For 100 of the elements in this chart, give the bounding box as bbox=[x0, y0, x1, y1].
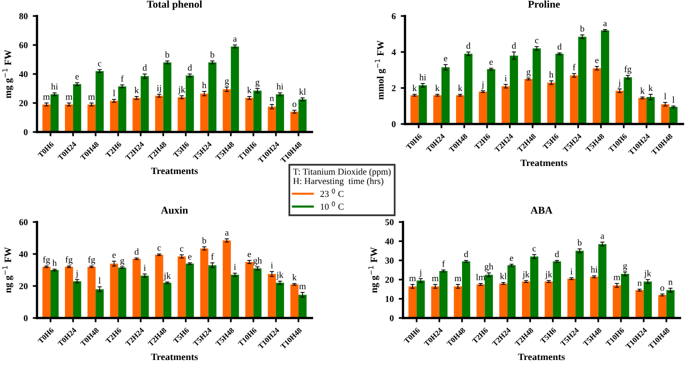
data-label: c bbox=[98, 62, 102, 66]
bar bbox=[612, 285, 621, 318]
data-label: m bbox=[43, 95, 50, 100]
data-label: k bbox=[435, 84, 440, 91]
bar bbox=[576, 250, 584, 318]
data-label: c bbox=[158, 246, 161, 251]
bar bbox=[163, 282, 172, 318]
bar bbox=[624, 77, 632, 124]
data-label: h bbox=[202, 82, 206, 88]
data-label: f bbox=[572, 64, 576, 70]
data-label: b bbox=[202, 237, 206, 244]
data-label: e bbox=[75, 75, 79, 80]
data-label: m bbox=[88, 95, 95, 100]
bar bbox=[298, 294, 307, 318]
data-label: m bbox=[409, 276, 416, 282]
data-label: g bbox=[526, 70, 531, 77]
bar bbox=[530, 256, 538, 318]
y-axis-title: ng g$^{−1}$ FW bbox=[2, 247, 14, 293]
data-label: n bbox=[668, 280, 673, 285]
chart-title: ABA bbox=[530, 206, 552, 214]
y-tick-label: 60 bbox=[19, 219, 28, 226]
y-tick-label: 0 bbox=[24, 129, 28, 136]
data-label: kl bbox=[299, 88, 306, 95]
data-label: g bbox=[623, 264, 628, 271]
y-tick-label: 40 bbox=[19, 71, 28, 78]
data-label: f bbox=[442, 260, 445, 267]
bar bbox=[268, 274, 276, 318]
bar bbox=[253, 268, 262, 318]
y-tick-label: 20 bbox=[385, 276, 394, 283]
data-label: gh bbox=[253, 257, 262, 266]
bar bbox=[186, 264, 194, 318]
bar bbox=[592, 68, 601, 124]
bar bbox=[547, 82, 556, 124]
y-tick-label: 60 bbox=[19, 42, 28, 48]
bar bbox=[276, 282, 284, 318]
data-label: fg bbox=[88, 256, 96, 265]
y-axis-title: mg g$^{−1}$ FW bbox=[2, 50, 14, 98]
data-label: e bbox=[510, 256, 514, 262]
bar bbox=[268, 106, 276, 132]
data-label: jk bbox=[522, 270, 530, 280]
data-label: h bbox=[52, 260, 57, 266]
bar bbox=[484, 274, 493, 318]
bar bbox=[73, 281, 82, 318]
data-label: k bbox=[247, 86, 252, 94]
data-label: g bbox=[224, 79, 229, 86]
data-label: ij bbox=[156, 85, 161, 93]
bar bbox=[464, 54, 472, 124]
x-axis-title: Treatments bbox=[518, 354, 565, 360]
bar bbox=[507, 265, 516, 318]
data-label: kl bbox=[500, 272, 507, 280]
data-label: o bbox=[660, 286, 664, 291]
bar bbox=[155, 96, 164, 132]
bar bbox=[439, 270, 448, 318]
y-tick-label: 50 bbox=[385, 219, 394, 226]
data-label: f bbox=[120, 75, 124, 82]
bar bbox=[616, 90, 624, 124]
data-label: e bbox=[188, 255, 192, 260]
bar bbox=[50, 94, 59, 132]
bar bbox=[298, 99, 307, 132]
data-label: i bbox=[144, 264, 146, 271]
bar bbox=[462, 261, 470, 318]
y-axis-title: ng g$^{−1}$ FW bbox=[368, 247, 380, 293]
bar bbox=[454, 286, 462, 318]
bar bbox=[230, 46, 239, 132]
bar bbox=[140, 76, 149, 132]
data-label: j bbox=[76, 270, 78, 278]
y-tick-label: 6 bbox=[392, 13, 396, 20]
bar bbox=[140, 276, 149, 318]
data-label: d bbox=[466, 42, 470, 49]
data-label: j bbox=[481, 81, 484, 90]
bar bbox=[638, 98, 647, 124]
bar bbox=[567, 278, 576, 318]
data-label: hi bbox=[276, 83, 284, 90]
data-label: fg bbox=[42, 256, 50, 265]
chart-title: Total phenol bbox=[146, 0, 202, 10]
bar bbox=[416, 280, 425, 318]
bar bbox=[410, 95, 419, 124]
bar bbox=[222, 240, 231, 318]
data-label: fg bbox=[624, 66, 632, 74]
bar bbox=[96, 289, 104, 318]
bar bbox=[118, 268, 126, 318]
y-tick-label: 0 bbox=[390, 315, 394, 322]
data-label: g bbox=[256, 80, 260, 88]
data-label: k bbox=[648, 84, 653, 91]
y-tick-label: 20 bbox=[19, 100, 28, 106]
bar bbox=[555, 54, 564, 124]
data-label: d bbox=[558, 43, 562, 50]
bar bbox=[200, 248, 208, 318]
data-label: c bbox=[535, 39, 538, 44]
data-label: l bbox=[664, 92, 666, 100]
data-label: d bbox=[142, 64, 147, 71]
y-tick-label: 2 bbox=[392, 85, 396, 92]
data-label: a bbox=[603, 22, 607, 26]
bar bbox=[186, 75, 194, 132]
bar bbox=[245, 98, 254, 132]
bar bbox=[658, 294, 666, 318]
data-label: c bbox=[532, 247, 536, 252]
data-label: hi bbox=[51, 83, 58, 90]
chart-title: Auxin bbox=[160, 206, 188, 214]
bar bbox=[441, 67, 450, 124]
